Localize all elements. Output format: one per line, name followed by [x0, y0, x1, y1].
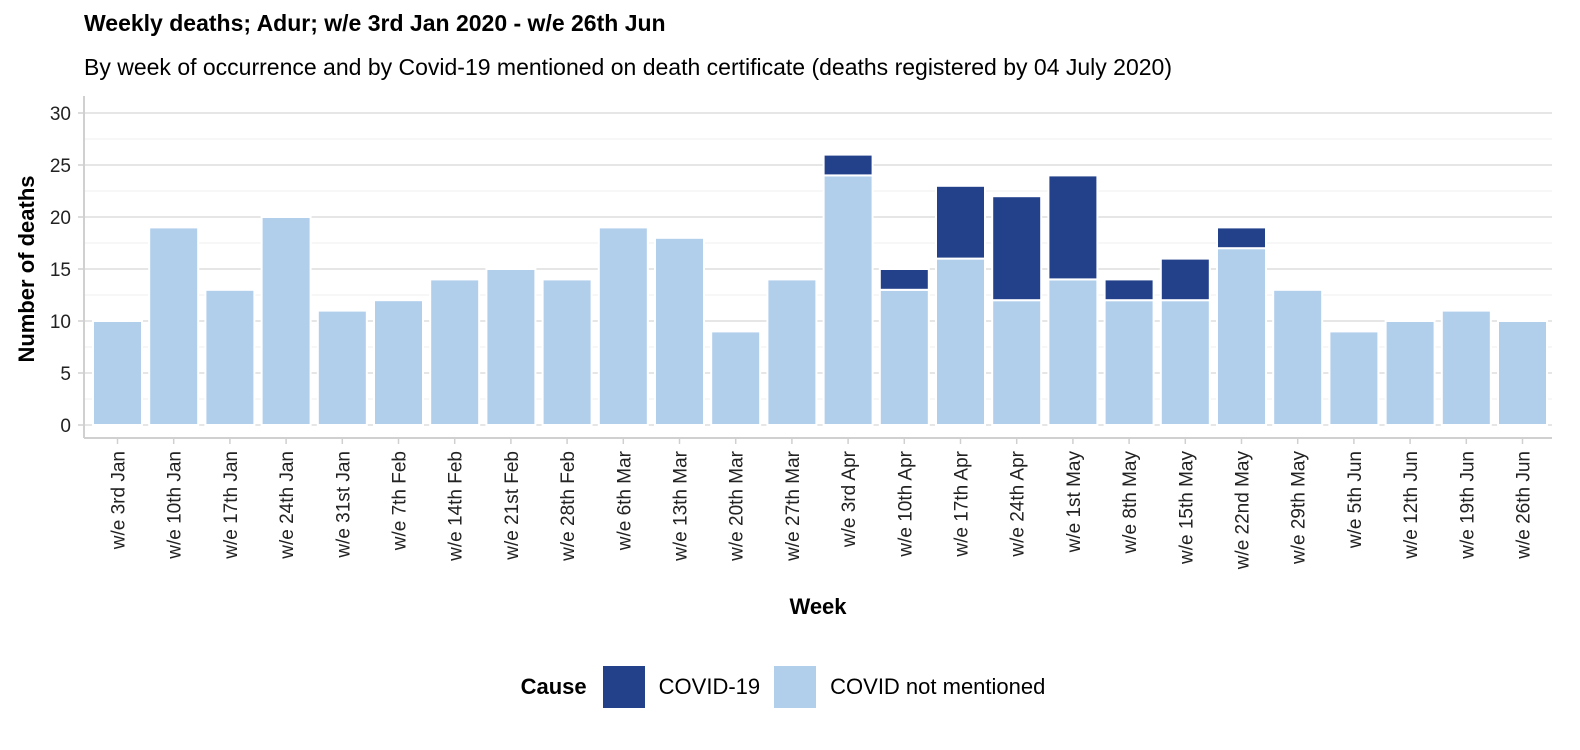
x-tick-label: w/e 8th May: [1120, 451, 1141, 555]
bar-covid: [935, 184, 986, 260]
bar-covid: [822, 153, 874, 177]
legend-swatch-non-covid: [774, 666, 817, 708]
x-tick-label: w/e 12th Jun: [1401, 451, 1422, 560]
x-tick-label: w/e 7th Feb: [390, 451, 411, 551]
bar-non-covid: [541, 278, 593, 426]
x-tick-label: w/e 3rd Jan: [109, 451, 130, 550]
x-tick-label: w/e 13th Mar: [671, 450, 692, 561]
bar-non-covid: [260, 216, 312, 426]
y-tick-label: 15: [50, 260, 71, 281]
legend-title: Cause: [520, 674, 587, 699]
x-tick-label: w/e 24th Jan: [277, 451, 298, 560]
legend-swatch-covid: [602, 666, 645, 708]
x-tick-label: w/e 15th May: [1176, 451, 1197, 565]
x-axis-title: Week: [789, 594, 847, 619]
bar-non-covid: [1159, 299, 1211, 427]
bar-non-covid: [1216, 247, 1267, 426]
x-tick-label: w/e 28th Feb: [558, 451, 579, 562]
bar-non-covid: [1440, 309, 1492, 427]
y-tick-label: 10: [50, 312, 71, 333]
x-tick-label: w/e 31st Jan: [333, 451, 354, 559]
bar-covid: [1103, 278, 1155, 302]
bar-covid: [1047, 174, 1099, 281]
x-tick-label: w/e 1st May: [1064, 451, 1085, 554]
x-tick-label: w/e 14th Feb: [446, 451, 467, 562]
y-tick-label: 20: [50, 208, 71, 229]
x-tick-label: w/e 26th Jun: [1514, 451, 1535, 560]
legend-label-covid: COVID-19: [658, 674, 761, 699]
bar-non-covid: [92, 320, 143, 426]
chart-title: Weekly deaths; Adur; w/e 3rd Jan 2020 - …: [84, 10, 666, 36]
bar-covid: [878, 268, 930, 291]
bar-non-covid: [597, 226, 649, 426]
y-tick-label: 0: [60, 416, 71, 437]
bar-non-covid: [148, 226, 200, 426]
y-tick-label: 5: [60, 364, 71, 385]
y-tick-label: 30: [50, 104, 71, 125]
bar-non-covid: [654, 236, 705, 426]
bar-non-covid: [935, 257, 986, 426]
x-tick-label: w/e 5th Jun: [1345, 451, 1366, 549]
bar-non-covid: [1272, 288, 1324, 426]
stacked-bar-chart: 0 5 10 15 20 25 30 w/e 3rd Jan w/e 10th Jan w/e 1…: [14, 96, 1552, 619]
y-tick-label: 25: [50, 156, 71, 177]
bar-non-covid: [1497, 320, 1548, 426]
bar-non-covid: [991, 299, 1043, 427]
x-tick-label: w/e 10th Jan: [165, 451, 186, 560]
bar-covid: [1216, 226, 1267, 250]
bar-covid: [1159, 257, 1211, 302]
legend-item-non-covid: COVID not mentioned: [774, 666, 1045, 708]
x-tick-label: w/e 17th Jan: [221, 451, 242, 560]
bar-non-covid: [1047, 278, 1099, 426]
bar-non-covid: [710, 330, 762, 426]
x-tick-label: w/e 20th Mar: [727, 450, 748, 561]
bar-non-covid: [429, 278, 481, 426]
x-tick-label: w/e 22nd May: [1233, 451, 1254, 571]
x-tick-label: w/e 27th Mar: [783, 450, 804, 561]
x-tick-label: w/e 17th Apr: [952, 450, 973, 557]
x-tick-label: w/e 3rd Apr: [839, 450, 860, 548]
y-axis-title: Number of deaths: [14, 175, 39, 362]
x-tick-label: w/e 6th Mar: [614, 450, 635, 551]
bar-non-covid: [766, 278, 818, 426]
x-tick-label: w/e 19th Jun: [1457, 451, 1478, 560]
bar-non-covid: [1328, 330, 1380, 426]
bar-non-covid: [822, 174, 874, 426]
bar-non-covid: [878, 288, 930, 426]
bar-non-covid: [373, 299, 424, 427]
legend: Cause COVID-19 COVID not mentioned: [0, 666, 1580, 708]
bar-non-covid: [1384, 320, 1436, 426]
bar-covid: [991, 195, 1043, 302]
x-tick-label: w/e 24th Apr: [1008, 450, 1029, 557]
chart-subtitle: By week of occurrence and by Covid-19 me…: [84, 54, 1173, 80]
legend-item-covid: COVID-19: [602, 666, 761, 708]
x-tick-label: w/e 10th Apr: [895, 450, 916, 557]
x-tick-label: w/e 29th May: [1289, 451, 1310, 565]
bar-non-covid: [204, 288, 256, 426]
bar-non-covid: [1103, 299, 1155, 427]
bar-non-covid: [485, 268, 537, 426]
bar-non-covid: [316, 309, 368, 427]
legend-label-non-covid: COVID not mentioned: [830, 674, 1046, 699]
x-tick-label: w/e 21st Feb: [502, 451, 523, 561]
